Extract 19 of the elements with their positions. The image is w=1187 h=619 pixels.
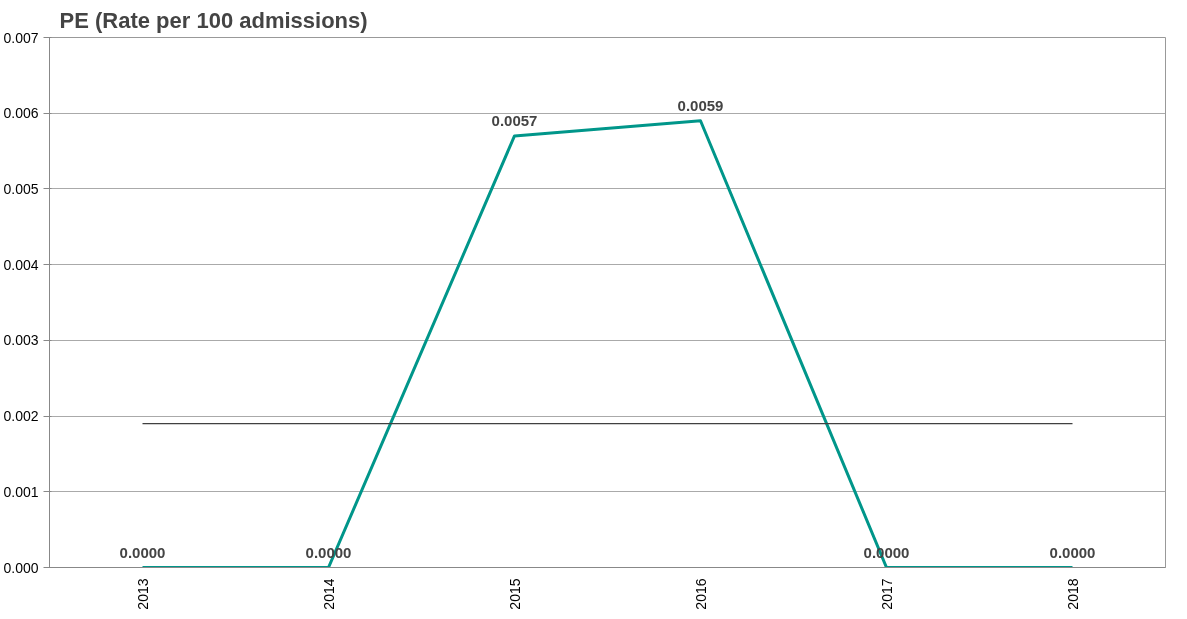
chart-title: PE (Rate per 100 admissions) (59, 7, 368, 33)
x-tick-label: 2014 (320, 578, 337, 610)
x-tick-label: 2016 (692, 578, 709, 610)
y-tick-label: 0.005 (3, 180, 39, 197)
x-tick-label: 2015 (506, 578, 523, 610)
y-tick-label: 0.002 (3, 408, 39, 425)
data-label: 0.0000 (119, 543, 166, 561)
y-tick-label: 0.007 (3, 29, 39, 46)
y-tick-label: 0.001 (3, 483, 39, 500)
x-tick-label: 2018 (1064, 578, 1081, 610)
y-tick-label: 0.000 (3, 559, 39, 576)
x-tick-label: 2017 (878, 578, 895, 610)
x-tick-label: 2013 (134, 578, 151, 610)
data-label: 0.0000 (1049, 543, 1096, 561)
y-tick-label: 0.003 (3, 332, 39, 349)
y-tick-label: 0.004 (3, 256, 39, 273)
data-label: 0.0057 (491, 111, 538, 129)
y-tick-label: 0.006 (3, 105, 39, 122)
data-label: 0.0059 (677, 96, 724, 114)
